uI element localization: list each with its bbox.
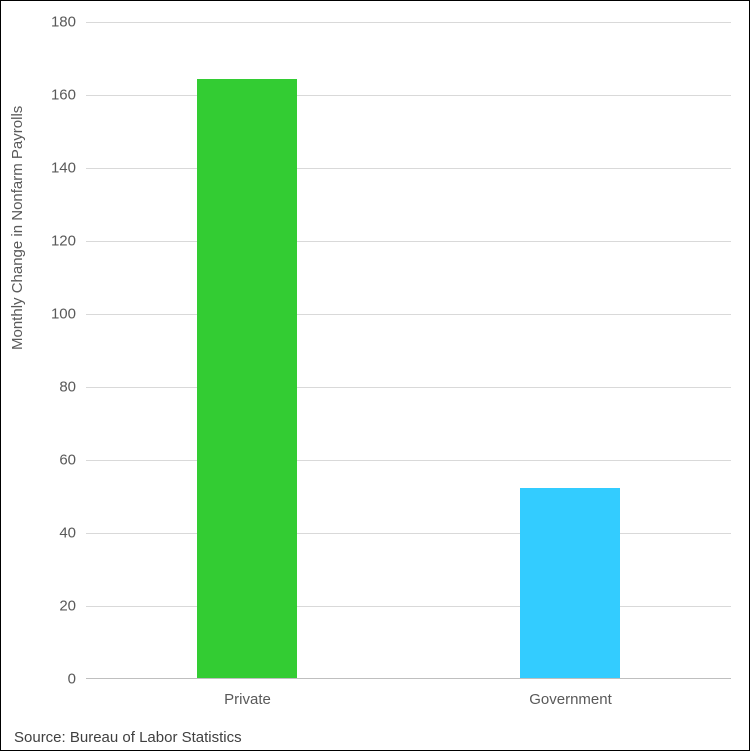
bar-government [520, 488, 620, 678]
y-tick-label: 100 [50, 305, 76, 323]
x-category-label: Government [529, 691, 612, 708]
bar-private [197, 79, 297, 678]
gridline [86, 168, 731, 169]
y-tick-label: 40 [59, 524, 76, 542]
gridline [86, 460, 731, 461]
y-tick-label: 120 [50, 232, 76, 250]
gridline [86, 387, 731, 388]
gridline [86, 95, 731, 96]
plot-area [86, 22, 731, 679]
gridline [86, 533, 731, 534]
y-tick-label: 180 [50, 13, 76, 31]
gridline [86, 241, 731, 242]
gridline [86, 22, 731, 23]
source-note: Source: Bureau of Labor Statistics [14, 729, 242, 746]
x-category-label: Private [224, 691, 271, 708]
gridline [86, 314, 731, 315]
y-tick-label: 160 [50, 86, 76, 104]
y-tick-label: 0 [67, 670, 76, 688]
gridline [86, 606, 731, 607]
y-tick-label: 20 [59, 597, 76, 615]
y-tick-label: 60 [59, 451, 76, 469]
y-tick-label: 80 [59, 378, 76, 396]
y-tick-label: 140 [50, 159, 76, 177]
